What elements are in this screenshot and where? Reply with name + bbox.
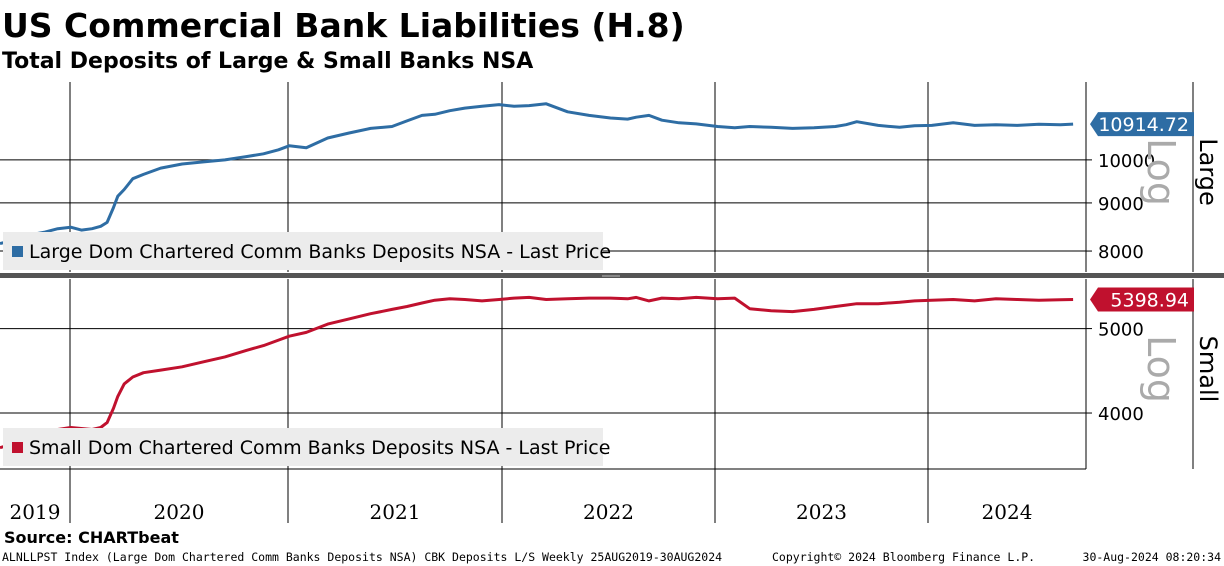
large-legend[interactable]: Large Dom Chartered Comm Banks Deposits … (3, 232, 611, 270)
large-scale-label: Log (1139, 138, 1183, 206)
large-ytick-label-2: 10000 (1098, 151, 1155, 172)
large-legend-swatch (12, 246, 23, 257)
chart-title: US Commercial Bank Liabilities (H.8) (2, 6, 685, 45)
copyright: Copyright© 2024 Bloomberg Finance L.P. (772, 550, 1035, 564)
x-tick-label-2022: 2022 (583, 500, 634, 524)
large-legend-text: Large Dom Chartered Comm Banks Deposits … (29, 241, 611, 263)
x-tick-label-2024: 2024 (982, 500, 1033, 524)
small-legend-text: Small Dom Chartered Comm Banks Deposits … (29, 437, 610, 459)
small-legend[interactable]: Small Dom Chartered Comm Banks Deposits … (3, 428, 610, 466)
small-legend-box (3, 428, 603, 466)
large-last-value-box (1090, 112, 1194, 137)
large-last-value-tag: 10914.72 (1090, 112, 1194, 137)
small-ytick-label-1: 5000 (1098, 320, 1144, 341)
large-banks-panel: 8000 9000 10000 10914.72 Large Dom Chartered… (0, 82, 1222, 272)
large-ytick-label-0: 8000 (1098, 242, 1144, 263)
x-tick-label-2021: 2021 (370, 500, 421, 524)
source-label: Source: CHARTbeat (4, 528, 179, 547)
large-panel-name: Large (1194, 138, 1222, 206)
small-panel-name: Small (1194, 336, 1222, 403)
large-series-line (0, 102, 1074, 245)
small-ytick-label-0: 4000 (1098, 404, 1144, 425)
small-last-value-tag: 5398.94 (1090, 287, 1194, 312)
chart-subtitle: Total Deposits of Large & Small Banks NS… (2, 49, 533, 74)
small-last-value-box (1090, 287, 1194, 312)
small-series-line (0, 295, 1074, 450)
x-axis: 2019 2020 2021 2022 2023 2024 (0, 468, 1086, 524)
small-scale-label: Log (1139, 335, 1183, 403)
small-last-value-text: 5398.94 (1110, 290, 1189, 312)
index-info: ALNLLPST Index (Large Dom Chartered Comm… (2, 550, 722, 564)
timestamp: 30-Aug-2024 08:20:34 (1083, 550, 1222, 564)
x-tick-label-2019: 2019 (10, 500, 61, 524)
x-tick-label-2020: 2020 (154, 500, 205, 524)
x-tick-label-2023: 2023 (796, 500, 847, 524)
small-legend-swatch (12, 442, 23, 453)
large-ytick-label-1: 9000 (1098, 194, 1144, 215)
small-banks-panel: 4000 5000 5398.94 Small Dom Chartered Comm … (0, 279, 1222, 469)
large-legend-box (3, 232, 603, 270)
large-last-value-text: 10914.72 (1098, 114, 1189, 136)
